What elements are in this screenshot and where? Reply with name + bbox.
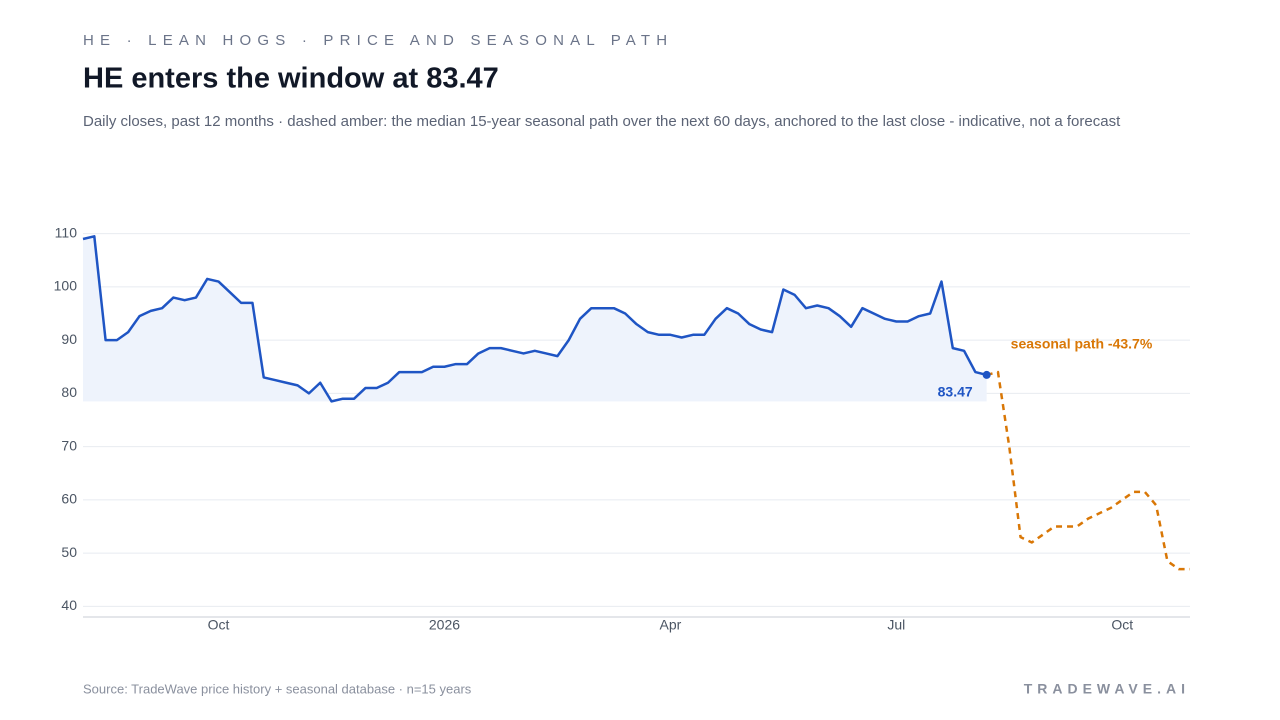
y-tick-label: 90	[61, 331, 77, 347]
x-tick-label: Oct	[208, 617, 230, 633]
last-close-dot	[982, 370, 991, 379]
source: Source: TradeWave price history + season…	[83, 681, 472, 696]
last-close-label: 83.47	[938, 384, 973, 400]
x-tick-label: Apr	[659, 617, 681, 633]
line	[986, 370, 1190, 571]
annotation: seasonal path -43.7%	[1011, 336, 1153, 352]
chart-subtitle: Daily closes, past 12 months · dashed am…	[83, 113, 1121, 130]
x-tick-label: Oct	[1111, 617, 1133, 633]
x-tick-label: Jul	[887, 617, 905, 633]
y-tick-label: 40	[61, 597, 77, 613]
y-tick-label: 70	[61, 437, 77, 453]
y-tick-label: 80	[61, 384, 77, 400]
x-tick-label: 2026	[429, 617, 460, 633]
area	[83, 236, 987, 402]
y-tick-label: 60	[61, 491, 77, 507]
y-tick-label: 100	[54, 278, 78, 294]
chart-title: HE enters the window at 83.47	[83, 63, 499, 95]
line	[82, 235, 987, 403]
y-tick-label: 110	[55, 224, 78, 240]
y-tick-label: 50	[61, 544, 77, 560]
kicker: HE · LEAN HOGS · PRICE AND SEASONAL PATH	[83, 32, 673, 49]
brand: TRADEWAVE.AI	[1024, 681, 1190, 697]
